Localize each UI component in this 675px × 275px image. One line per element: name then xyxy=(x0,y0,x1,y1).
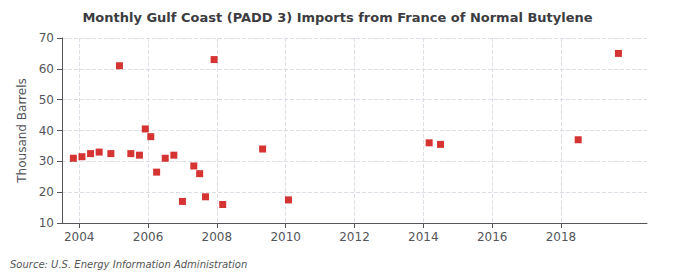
svg-text:2014: 2014 xyxy=(408,230,439,244)
svg-text:2012: 2012 xyxy=(339,230,370,244)
svg-text:2008: 2008 xyxy=(202,230,233,244)
svg-text:40: 40 xyxy=(39,124,54,138)
svg-text:20: 20 xyxy=(39,185,54,199)
svg-text:2018: 2018 xyxy=(546,230,577,244)
svg-text:Monthly Gulf Coast (PADD 3) Im: Monthly Gulf Coast (PADD 3) Imports from… xyxy=(82,10,592,25)
svg-text:10: 10 xyxy=(39,216,54,230)
svg-text:Thousand Barrels: Thousand Barrels xyxy=(15,78,29,183)
svg-text:60: 60 xyxy=(39,62,54,76)
svg-text:50: 50 xyxy=(39,93,54,107)
svg-text:30: 30 xyxy=(39,154,54,168)
svg-text:2006: 2006 xyxy=(133,230,164,244)
svg-text:2004: 2004 xyxy=(64,230,95,244)
svg-text:70: 70 xyxy=(39,31,54,45)
svg-text:Source: U.S. Energy Informatio: Source: U.S. Energy Information Administ… xyxy=(10,259,247,270)
svg-text:2016: 2016 xyxy=(477,230,508,244)
svg-text:2010: 2010 xyxy=(270,230,301,244)
